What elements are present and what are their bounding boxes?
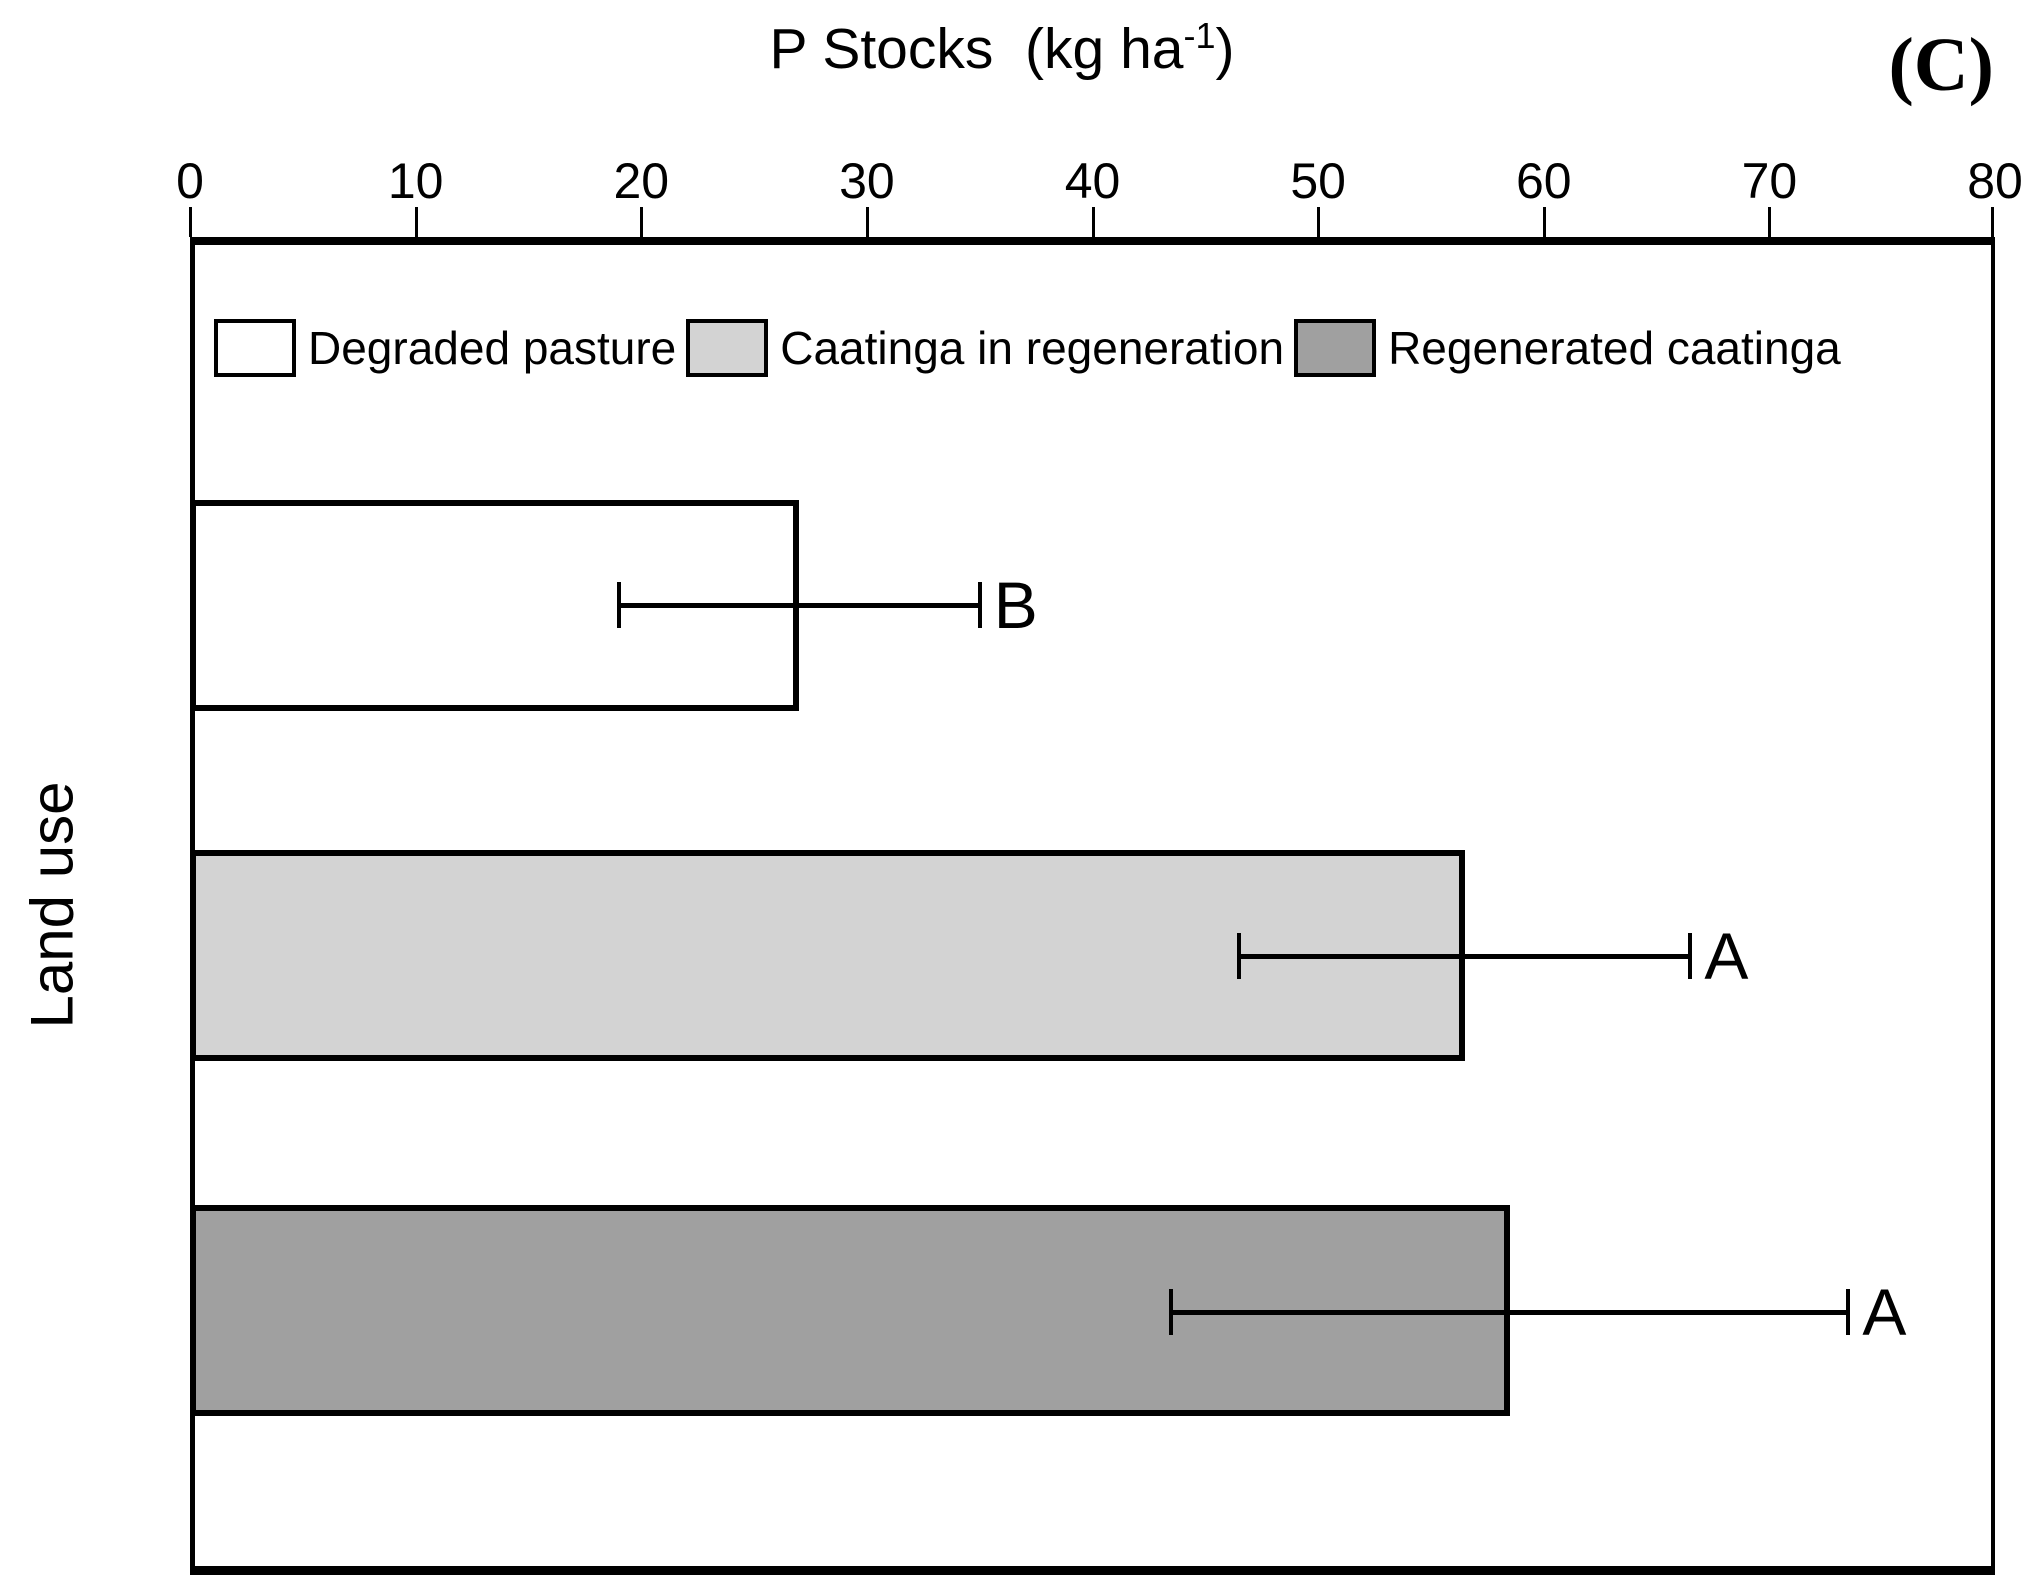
x-tick-mark-80	[1991, 207, 1994, 237]
chart-title-superscript: -1	[1183, 15, 1216, 56]
significance-letter-1: B	[993, 568, 1038, 642]
plot-area: Degraded pasture Caatinga in regeneration…	[189, 207, 1995, 1575]
x-tick-label-60: 60	[1515, 153, 1572, 209]
x-tick-label-0: 0	[176, 153, 204, 209]
x-tick-label-70: 70	[1741, 153, 1798, 209]
panel-label: (C)	[1888, 23, 1994, 107]
legend-item-3: Regenerated caatinga	[1294, 319, 1851, 377]
chart-title-close-paren: )	[1215, 17, 1235, 81]
significance-letter-3: A	[1862, 1275, 1907, 1349]
x-tick-mark-40	[1091, 207, 1095, 237]
legend: Degraded pasture Caatinga in regeneration…	[214, 319, 1851, 377]
x-tick-label-40: 40	[1064, 153, 1121, 209]
legend-swatch-2	[686, 319, 769, 377]
y-axis-label: Land use	[18, 781, 86, 1029]
x-tick-label-80: 80	[1967, 153, 2023, 209]
legend-label-2: Caatinga in regeneration	[780, 322, 1285, 374]
chart-title: P Stocks (kg ha-1)	[0, 16, 2004, 82]
error-bar-cap-1-left	[616, 582, 621, 628]
chart-title-text: P Stocks (kg ha	[769, 17, 1184, 81]
x-tick-mark-10	[414, 207, 418, 237]
legend-label-1: Degraded pasture	[308, 322, 677, 374]
error-bar-cap-3-right	[1846, 1289, 1851, 1335]
legend-swatch-3	[1294, 319, 1377, 377]
x-tick-label-50: 50	[1290, 153, 1346, 209]
error-bar-cap-1-right	[977, 582, 982, 628]
error-bar-line-2	[1239, 953, 1691, 959]
error-bar-cap-2-right	[1688, 933, 1693, 979]
x-tick-mark-60	[1542, 207, 1546, 237]
legend-swatch-1	[214, 319, 296, 377]
error-bar-cap-2-left	[1237, 933, 1242, 979]
x-tick-mark-20	[640, 207, 644, 237]
x-tick-mark-70	[1768, 207, 1772, 237]
legend-item-1: Degraded pasture	[214, 319, 686, 377]
x-tick-mark-30	[865, 207, 869, 237]
x-tick-mark-0	[189, 207, 192, 237]
significance-letter-2: A	[1704, 919, 1749, 993]
legend-item-2: Caatinga in regeneration	[686, 319, 1294, 377]
error-bar-line-3	[1171, 1309, 1849, 1315]
x-tick-mark-50	[1317, 207, 1321, 237]
legend-label-3: Regenerated caatinga	[1388, 322, 1841, 374]
x-tick-label-20: 20	[613, 153, 670, 209]
error-bar-cap-3-left	[1169, 1289, 1174, 1335]
x-tick-label-10: 10	[387, 153, 444, 209]
error-bar-line-1	[618, 602, 980, 608]
x-tick-label-30: 30	[839, 153, 895, 209]
